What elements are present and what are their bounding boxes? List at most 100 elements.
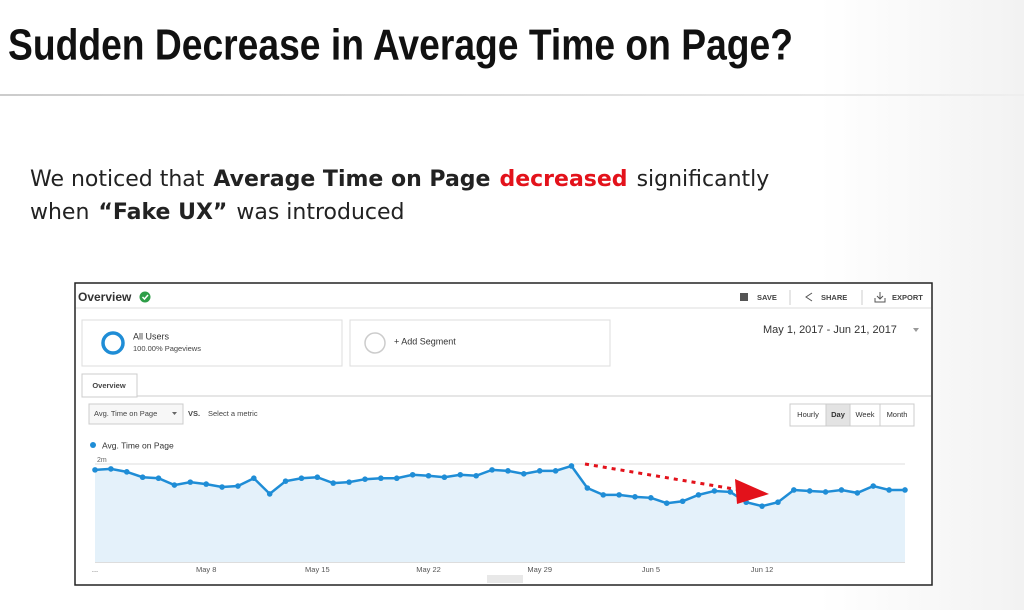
point — [632, 494, 638, 500]
point — [123, 469, 130, 475]
point — [806, 488, 813, 494]
point — [791, 487, 797, 493]
overview-title: Overview — [78, 290, 132, 304]
share-icon[interactable] — [805, 292, 813, 302]
x-tick-label: May 29 — [527, 565, 552, 574]
point — [92, 467, 98, 473]
metric-select-label[interactable]: Avg. Time on Page — [94, 409, 157, 418]
export-icon[interactable] — [874, 292, 886, 303]
point — [568, 463, 575, 469]
export-button[interactable]: EXPORT — [892, 293, 923, 302]
point — [139, 474, 146, 481]
segment-detail: 100.00% Pageviews — [133, 344, 201, 353]
point — [108, 466, 114, 472]
point — [711, 488, 718, 494]
body-line: when “Fake UX” was introduced — [30, 200, 405, 225]
point — [441, 474, 448, 481]
share-button[interactable]: SHARE — [821, 293, 847, 302]
select-metric-link[interactable]: Select a metric — [208, 409, 258, 418]
body-bold: “Fake UX” — [98, 200, 227, 225]
vs-label: VS. — [188, 409, 200, 418]
point — [362, 476, 368, 482]
body-text: significantly — [637, 167, 770, 192]
x-tick-label: May 15 — [305, 565, 330, 574]
x-tick-label: Jun 5 — [642, 565, 660, 574]
line — [94, 464, 905, 508]
body-bold: Average Time on Page — [213, 167, 490, 192]
point — [266, 491, 273, 497]
body-text: We noticed that — [30, 167, 205, 192]
check — [141, 294, 149, 301]
granularity-button[interactable] — [879, 403, 915, 427]
point — [425, 472, 432, 479]
trend-arrowhead — [735, 479, 769, 504]
granularity-group: Hourly Day Week Month — [789, 403, 915, 427]
point — [663, 500, 670, 507]
date-dropdown[interactable] — [913, 328, 919, 332]
segment-name: All Users — [133, 331, 170, 341]
point — [616, 492, 622, 498]
point — [171, 482, 178, 488]
point — [378, 475, 384, 482]
point — [457, 471, 464, 478]
point — [886, 487, 892, 493]
point — [727, 489, 734, 495]
metric-select[interactable] — [88, 403, 184, 425]
point — [822, 489, 829, 495]
point — [298, 475, 305, 482]
date-range[interactable]: May 1, 2017 - Jun 21, 2017 — [763, 324, 897, 336]
point — [219, 484, 225, 490]
point — [187, 479, 194, 485]
granularity-label[interactable]: Week — [855, 410, 874, 419]
x-tick-label: Jun 12 — [751, 565, 774, 574]
point — [473, 472, 479, 479]
granularity-label[interactable]: Day — [831, 410, 846, 419]
verified-icon — [139, 291, 151, 303]
body-text: when — [30, 200, 89, 225]
title-rule — [0, 94, 1024, 96]
point — [235, 483, 241, 489]
point — [521, 471, 527, 477]
point — [552, 468, 559, 474]
x-tick-label: ... — [92, 565, 98, 574]
segment-icon — [101, 331, 125, 355]
point — [870, 483, 877, 489]
add-segment[interactable]: + Add Segment — [394, 336, 456, 346]
add-segment-card[interactable] — [349, 319, 611, 367]
point — [679, 498, 686, 505]
point — [695, 492, 702, 498]
y-tick-label: 2m — [97, 457, 107, 464]
point — [648, 495, 654, 501]
legend-dot — [90, 442, 96, 448]
point — [489, 467, 495, 473]
granularity-label[interactable]: Month — [887, 410, 908, 419]
select-arrow — [172, 412, 177, 415]
save-icon[interactable] — [740, 293, 748, 301]
point — [759, 503, 765, 509]
x-tick-label: May 8 — [196, 565, 216, 574]
point — [584, 485, 591, 491]
x-tick-label: May 22 — [416, 565, 441, 574]
point — [409, 471, 416, 478]
slide-title: Sudden Decrease in Average Time on Page? — [8, 21, 793, 70]
segment-card[interactable] — [81, 319, 343, 367]
add-segment-icon — [364, 332, 386, 354]
tab-label[interactable]: Overview — [92, 381, 126, 390]
scroll-handle[interactable] — [487, 575, 523, 583]
body-text: was introduced — [236, 200, 404, 225]
point — [775, 499, 781, 506]
point — [854, 490, 861, 496]
point — [505, 468, 511, 474]
tab[interactable] — [81, 373, 138, 398]
body-highlight: decreased — [499, 167, 627, 192]
point — [282, 478, 289, 484]
save-button[interactable]: SAVE — [757, 293, 777, 302]
point — [155, 475, 162, 482]
point — [902, 487, 908, 493]
granularity-label[interactable]: Hourly — [797, 410, 819, 419]
body-line: We noticed that Average Time on Page dec… — [30, 167, 769, 192]
